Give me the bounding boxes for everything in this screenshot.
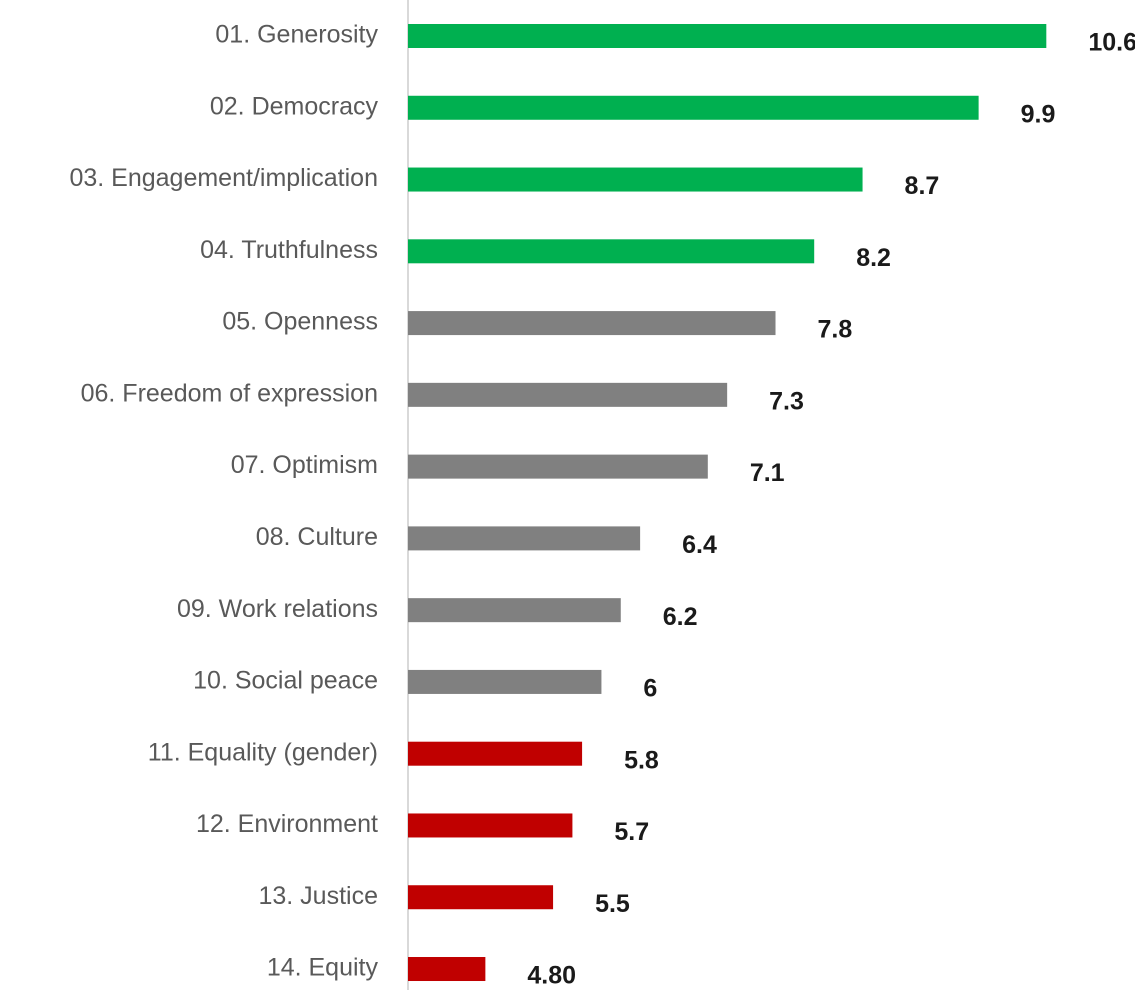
- value-label: 6: [643, 675, 657, 703]
- category-label: 04. Truthfulness: [200, 236, 378, 264]
- bar: [408, 669, 602, 694]
- bar: [408, 24, 1047, 48]
- value-label: 6.4: [682, 531, 717, 559]
- bar: [408, 382, 728, 407]
- bar: [408, 598, 621, 623]
- bar: [408, 454, 708, 479]
- category-label: 10. Social peace: [193, 667, 378, 695]
- category-label: 01. Generosity: [215, 21, 378, 49]
- value-label: 7.8: [818, 316, 853, 344]
- bar: [408, 239, 815, 264]
- bar: [408, 526, 641, 551]
- bar: [408, 885, 554, 910]
- bar: [408, 813, 573, 838]
- category-label: 08. Culture: [256, 523, 378, 551]
- bar: [408, 741, 583, 766]
- bar: [408, 957, 486, 982]
- category-label: 02. Democracy: [210, 92, 379, 120]
- value-label: 7.1: [750, 459, 785, 487]
- value-label: 5.7: [614, 818, 649, 846]
- category-label: 07. Optimism: [231, 451, 378, 479]
- value-label: 9.9: [1021, 100, 1056, 128]
- value-label: 7.3: [769, 387, 804, 415]
- value-label: 6.2: [663, 603, 698, 631]
- category-label: 05. Openness: [222, 308, 378, 336]
- value-label: 10.6: [1088, 29, 1135, 57]
- bar: [408, 311, 776, 336]
- bar: [408, 95, 979, 120]
- category-label: 13. Justice: [258, 882, 378, 910]
- category-label: 12. Environment: [196, 810, 378, 838]
- value-label: 8.2: [856, 244, 891, 272]
- category-label: 09. Work relations: [177, 595, 378, 623]
- value-label: 4.80: [527, 962, 576, 990]
- category-label: 03. Engagement/implication: [69, 164, 378, 192]
- category-label: 06. Freedom of expression: [81, 379, 378, 407]
- category-label: 14. Equity: [267, 954, 379, 982]
- value-label: 8.7: [905, 172, 940, 200]
- category-label: 11. Equality (gender): [148, 738, 378, 766]
- value-label: 5.8: [624, 746, 659, 774]
- value-label: 5.5: [595, 890, 630, 918]
- bar: [408, 167, 863, 192]
